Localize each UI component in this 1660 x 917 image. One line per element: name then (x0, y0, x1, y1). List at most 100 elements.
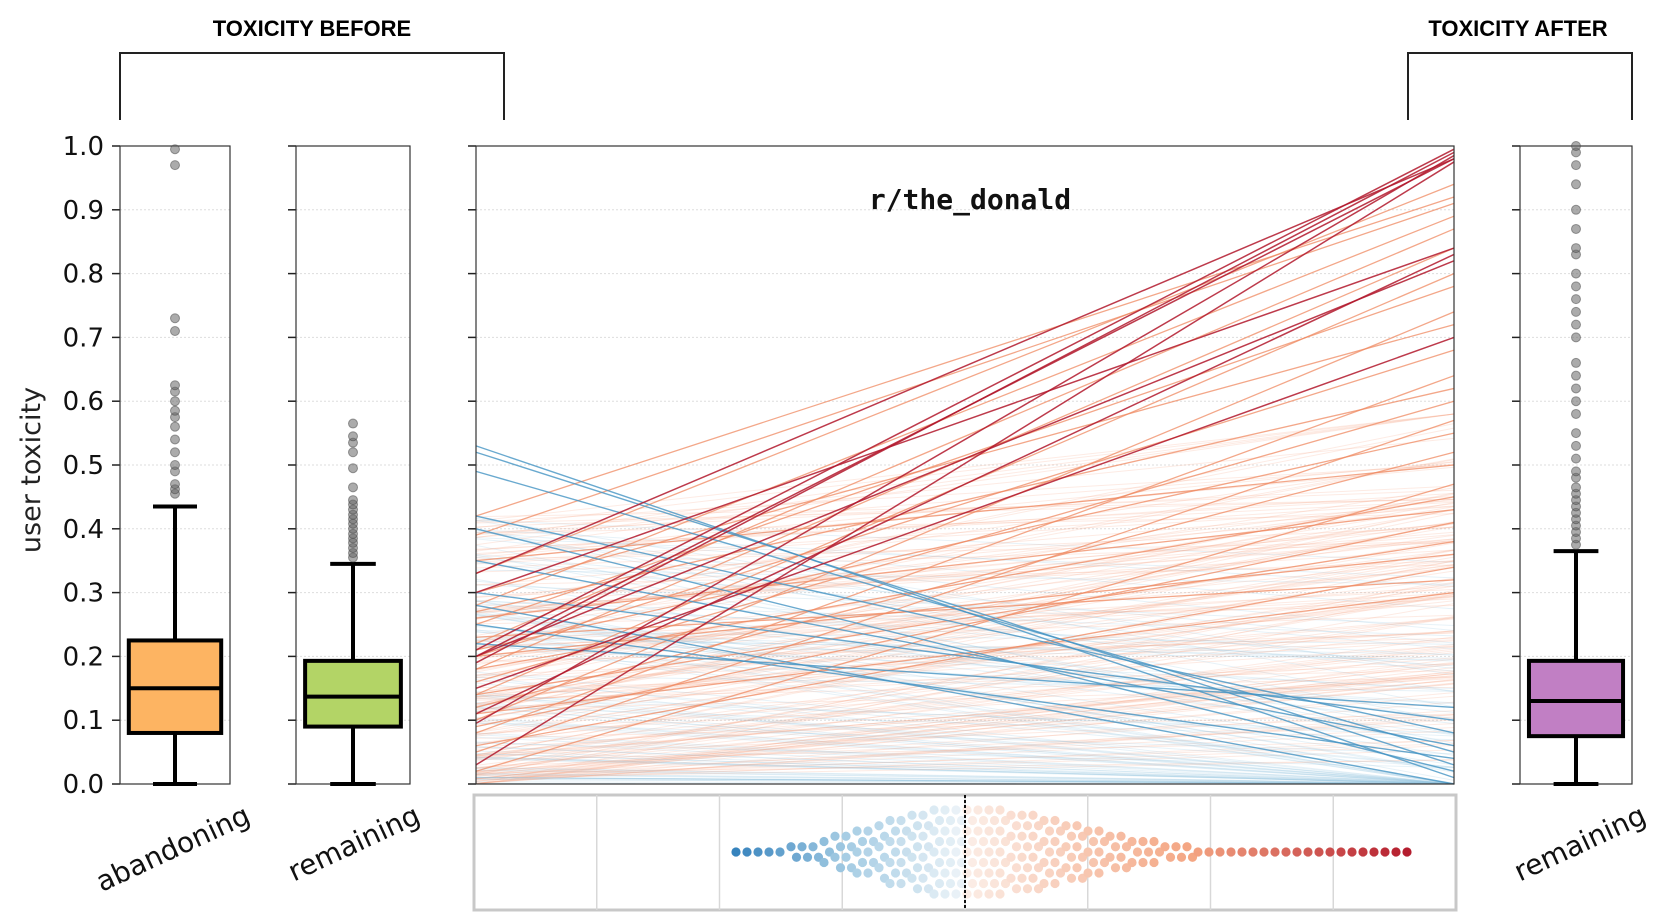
slope-line (475, 593, 1455, 734)
slope-line-strong-increase (475, 253, 1455, 715)
slope-line (475, 599, 1455, 667)
slope-line (475, 773, 1455, 785)
swarm-point (912, 884, 923, 894)
swarm-point (934, 878, 945, 889)
outlier-point (348, 418, 358, 429)
outlier-point (170, 396, 180, 407)
slope-line (475, 423, 1455, 620)
y-tick-label: 0.9 (63, 196, 104, 226)
swarm-point (1006, 852, 1016, 862)
swarm-point (1094, 826, 1104, 836)
slope-line (475, 694, 1455, 737)
swarm-point (984, 826, 994, 836)
slope-line-decrease (475, 591, 1455, 721)
slope-line (475, 508, 1455, 713)
slope-line (475, 560, 1455, 705)
slope-line (475, 678, 1455, 735)
swarm-point (1011, 863, 1022, 873)
swarm-point (956, 857, 967, 868)
slope-line (475, 671, 1455, 768)
header-before: TOXICITY BEFORE (119, 16, 505, 120)
slope-line (475, 686, 1455, 710)
slope-line (475, 564, 1455, 586)
slope-line-increase (475, 509, 1455, 619)
swarm-point (885, 815, 895, 826)
slope-line (475, 505, 1455, 565)
outlier-point (1571, 466, 1581, 477)
swarm-point (764, 847, 774, 857)
box (1526, 658, 1626, 739)
slope-line (475, 674, 1455, 692)
swarm-point (819, 857, 829, 868)
slope-line-increase (475, 349, 1455, 658)
swarm-point (841, 831, 851, 841)
swarm-point (1006, 873, 1016, 883)
swarm-point (989, 815, 1000, 826)
swarm-point (1050, 857, 1060, 868)
swarm-point (1303, 847, 1313, 857)
swarm-point (1039, 815, 1049, 826)
slope-line (475, 413, 1455, 522)
swarm-point (945, 836, 956, 847)
slope-line (475, 603, 1455, 656)
y-tick-label: 0.6 (63, 387, 104, 417)
slope-line (475, 777, 1455, 785)
swarm-point (802, 852, 813, 862)
outlier-point (348, 495, 358, 506)
slope-line (475, 638, 1455, 655)
slope-line (475, 498, 1455, 518)
slope-line (475, 489, 1455, 528)
swarm-point (984, 868, 994, 878)
swarm-point (896, 878, 906, 889)
swarm-point (775, 847, 785, 857)
swarm-point (1050, 815, 1060, 826)
swarm-point (885, 878, 895, 889)
slope-line (475, 750, 1455, 785)
slope-line (475, 588, 1455, 641)
slope-line (475, 582, 1455, 773)
swarm-point (956, 878, 967, 889)
swarm-point (1237, 847, 1247, 857)
slope-line-decrease (475, 470, 1455, 753)
slope-line (475, 718, 1455, 785)
slope-line (475, 605, 1455, 625)
swarm-point (1066, 873, 1077, 883)
swarm-point (978, 836, 989, 847)
slope-line-strong-increase (475, 161, 1455, 766)
slope-line-decrease (475, 528, 1455, 772)
swarm-point (912, 842, 923, 852)
slope-line (475, 753, 1455, 785)
slope-line-increase (475, 196, 1455, 517)
swarm-point (995, 868, 1005, 878)
swarm-point (1165, 852, 1176, 862)
slope-line (475, 707, 1455, 785)
slope-line (475, 693, 1455, 785)
slope-line-decrease (475, 623, 1455, 760)
swarm-point (929, 847, 939, 857)
slope-line (475, 695, 1455, 773)
y-tick-label: 0.7 (63, 323, 104, 353)
bracket-before (119, 52, 505, 120)
outlier-point (348, 463, 358, 474)
slope-line (475, 740, 1455, 761)
slope-line (475, 521, 1455, 671)
slope-line (475, 757, 1455, 785)
slope-line (475, 461, 1455, 556)
swarm-point (962, 889, 972, 899)
slope-line-strong-increase (475, 158, 1455, 575)
swarm-point (1380, 847, 1390, 857)
slope-line (475, 666, 1455, 785)
swarm-point (1325, 847, 1335, 857)
slope-line (475, 671, 1455, 760)
swarm-point (1391, 847, 1401, 857)
slope-line (475, 745, 1455, 781)
swarm-point (967, 836, 978, 847)
swarm-point (1193, 847, 1203, 857)
outlier-point (1571, 332, 1581, 343)
slope-line (475, 717, 1455, 785)
slope-line (475, 522, 1455, 613)
swarm-point (989, 836, 1000, 847)
swarm-point (731, 847, 741, 857)
y-tick-label: 1.0 (63, 132, 104, 162)
